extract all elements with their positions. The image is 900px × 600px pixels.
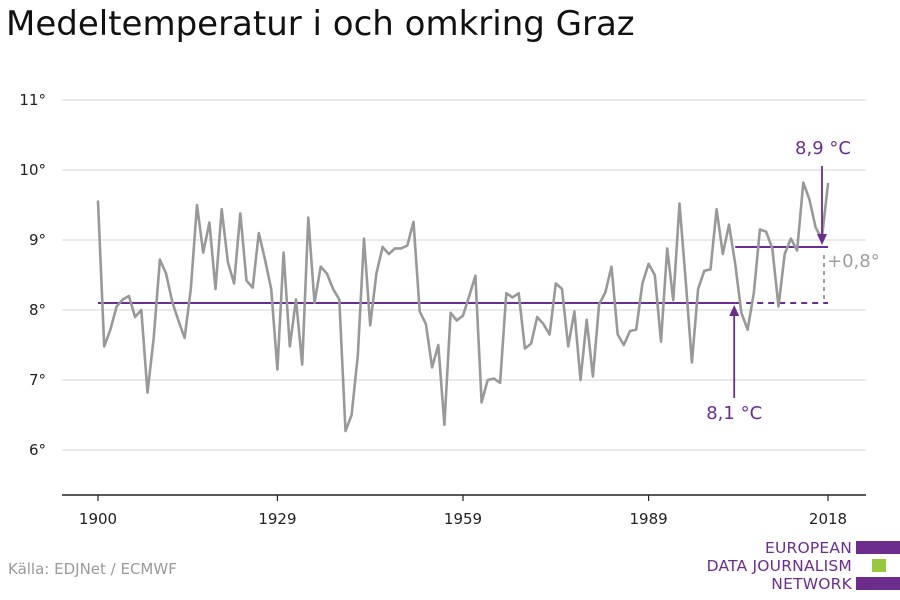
y-axis-tick-labels: 6° 7° 8° 9° 10° 11° xyxy=(19,91,46,459)
baseline-arrow-head xyxy=(729,305,740,316)
y-tick-label: 6° xyxy=(29,441,46,459)
logo-bar-3 xyxy=(856,577,900,590)
x-tick-label: 1929 xyxy=(258,510,296,528)
temperature-series-line xyxy=(96,181,830,433)
y-tick-label: 10° xyxy=(19,161,46,179)
y-tick-label: 11° xyxy=(19,91,46,109)
x-tick-label: 2018 xyxy=(809,510,847,528)
y-tick-label: 7° xyxy=(29,371,46,389)
y-tick-label: 8° xyxy=(29,301,46,319)
chart-title: Medeltemperatur i och omkring Graz xyxy=(6,4,635,44)
annotations: +0,8° 8,9 °C 8,1 °C xyxy=(706,138,879,424)
reference-lines xyxy=(98,246,828,304)
x-tick-label: 1900 xyxy=(79,510,117,528)
logo-bar-1 xyxy=(856,541,900,554)
logo-line-3: NETWORK xyxy=(771,575,852,593)
logo-line-2: DATA JOURNALISM xyxy=(706,557,852,575)
recent-arrow-head xyxy=(817,234,827,245)
logo-line-1: EUROPEAN xyxy=(764,539,852,557)
grid-lines xyxy=(62,99,866,451)
x-tick-label: 1989 xyxy=(629,510,667,528)
source-note: Källa: EDJNet / ECMWF xyxy=(8,560,177,578)
delta-label: +0,8° xyxy=(827,251,880,272)
recent-value-label: 8,9 °C xyxy=(795,138,851,159)
x-tick-label: 1959 xyxy=(444,510,482,528)
series-group xyxy=(96,181,830,433)
y-tick-label: 9° xyxy=(29,231,46,249)
edjnet-logo[interactable]: EUROPEAN DATA JOURNALISM NETWORK xyxy=(700,538,900,600)
x-axis: 1900 1929 1959 1989 2018 xyxy=(62,494,866,528)
logo-bar-2 xyxy=(872,559,886,572)
baseline-value-label: 8,1 °C xyxy=(706,403,762,424)
